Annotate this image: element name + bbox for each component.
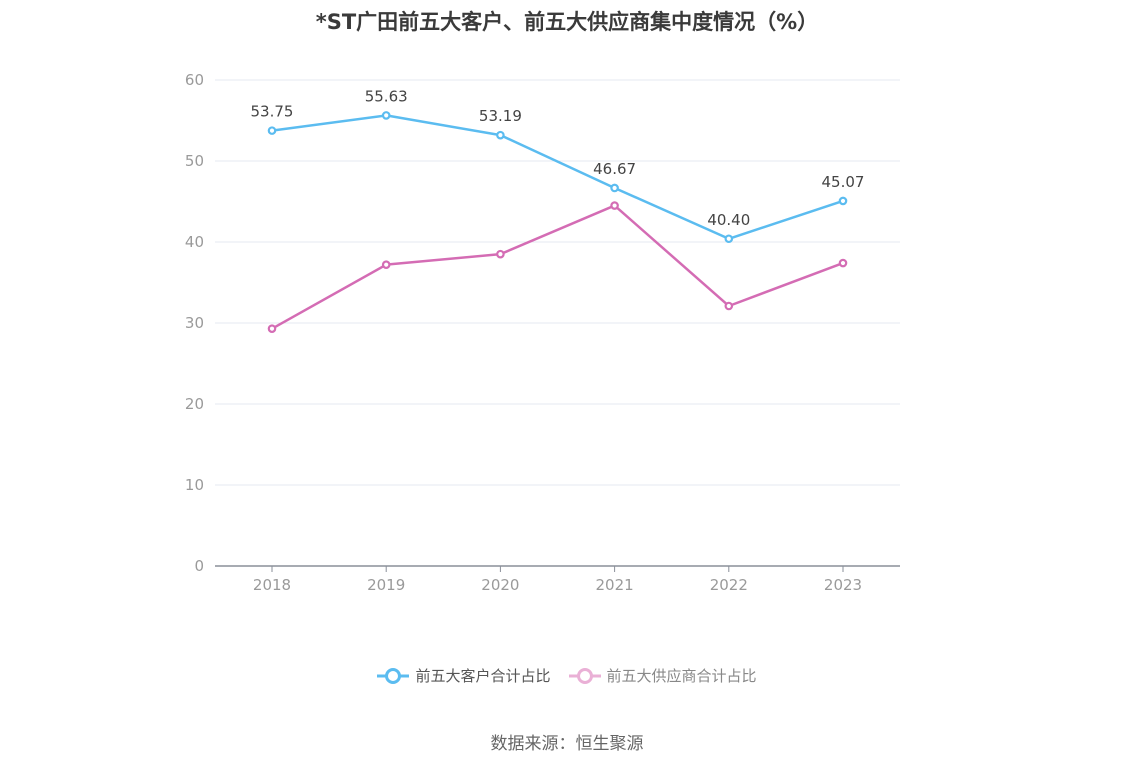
series-1 <box>267 201 848 333</box>
y-tick-label-0: 0 <box>194 557 204 575</box>
series-0-point-2023 <box>838 196 848 206</box>
series-line-1 <box>271 204 844 330</box>
legend-item-customers[interactable]: 前五大客户合计占比 <box>377 665 551 686</box>
series-1-point-2018 <box>267 324 277 333</box>
legend-label-customers: 前五大客户合计占比 <box>415 667 551 685</box>
grid-lines <box>215 79 900 486</box>
legend-label-suppliers: 前五大供应商合计占比 <box>606 667 757 685</box>
series-1-point-2022 <box>724 301 734 311</box>
y-tick-label-30: 30 <box>185 314 204 332</box>
series-0-label-2020: 53.19 <box>479 107 522 125</box>
y-tick-label-60: 60 <box>185 71 204 89</box>
series-0-label-2022: 40.40 <box>707 211 750 229</box>
source-note: 数据来源：恒生聚源 <box>490 734 644 754</box>
series-0-point-2020 <box>496 130 505 140</box>
legend-marker-suppliers <box>568 667 601 684</box>
legend-marker-customers <box>377 667 410 684</box>
y-tick-label-40: 40 <box>185 233 204 251</box>
line-chart: 0 10 20 30 40 50 60 2018 2019 2020 2021 2022 2023 5… <box>185 71 900 594</box>
series-0-point-2022 <box>724 234 734 244</box>
x-tick-label-2018: 2018 <box>253 576 291 594</box>
series-1-point-2019 <box>381 260 391 269</box>
series-0-point-2018 <box>267 126 277 135</box>
series-line-0 <box>271 114 844 241</box>
series-0: 53.75 55.63 53.19 46.67 40.40 45.07 <box>251 87 865 244</box>
legend-item-suppliers[interactable]: 前五大供应商合计占比 <box>568 665 757 686</box>
series-0-point-2021 <box>610 183 619 193</box>
chart-series: 53.75 55.63 53.19 46.67 40.40 45.07 <box>251 87 865 333</box>
x-tick-label-2020: 2020 <box>481 576 519 594</box>
series-0-point-2019 <box>381 111 391 120</box>
series-0-label-2019: 55.63 <box>365 87 408 105</box>
y-tick-label-10: 10 <box>185 476 204 494</box>
series-1-point-2023 <box>838 258 848 268</box>
x-tick-label-2019: 2019 <box>367 576 405 594</box>
series-1-point-2021 <box>610 201 619 210</box>
y-tick-label-50: 50 <box>185 152 204 170</box>
legend: 前五大客户合计占比 前五大供应商合计占比 <box>0 665 1134 686</box>
x-tick-label-2023: 2023 <box>824 576 862 594</box>
series-0-label-2018: 53.75 <box>251 103 294 121</box>
x-tick-label-2022: 2022 <box>710 576 748 594</box>
y-axis-tick-labels: 0 10 20 30 40 50 60 <box>185 71 204 575</box>
series-0-label-2023: 45.07 <box>822 173 865 191</box>
x-axis: 2018 2019 2020 2021 2022 2023 <box>215 565 900 594</box>
series-1-point-2020 <box>496 249 505 259</box>
chart-title: *ST广田前五大客户、前五大供应商集中度情况（%） <box>315 10 819 34</box>
x-tick-label-2021: 2021 <box>596 576 634 594</box>
series-0-label-2021: 46.67 <box>593 160 636 178</box>
y-tick-label-20: 20 <box>185 395 204 413</box>
